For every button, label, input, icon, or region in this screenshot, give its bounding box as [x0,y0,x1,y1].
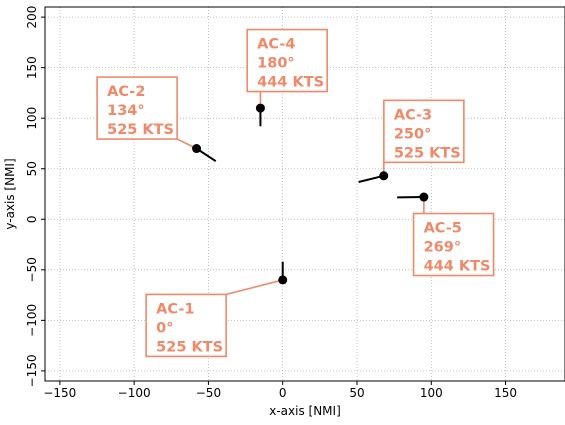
heading-label: 250° [394,126,432,142]
y-tick-label: −50 [25,257,39,282]
speed-label: 444 KTS [424,259,491,275]
aircraft-label: AC-3 250° 525 KTS [384,100,464,162]
x-tick-label: 50 [349,386,364,400]
aircraft-marker [256,104,265,113]
aircraft-id-label: AC-2 [107,84,145,100]
y-tick-label: −100 [25,304,39,337]
x-tick-label: −100 [118,386,151,400]
heading-label: 134° [107,103,145,119]
aircraft-marker [192,144,201,153]
aircraft-id-label: AC-4 [257,37,295,53]
aircraft-marker [419,193,428,202]
heading-label: 269° [424,240,462,256]
y-tick-label: 100 [25,107,39,130]
speed-label: 525 KTS [107,122,174,138]
x-axis-label: x-axis [NMI] [269,404,341,418]
aircraft-label: AC-5 269° 444 KTS [414,214,494,276]
aircraft-id-label: AC-1 [156,301,194,317]
aircraft-id-label: AC-5 [424,221,462,237]
speed-label: 525 KTS [394,145,461,161]
x-tick-label: 0 [279,386,287,400]
y-axis-label: y-axis [NMI] [3,158,17,229]
aircraft-id-label: AC-3 [394,107,432,123]
y-tick-label: 150 [25,56,39,79]
x-tick-label: 150 [494,386,517,400]
aircraft-marker [278,275,287,284]
speed-label: 444 KTS [257,75,324,91]
aircraft-label: AC-4 180° 444 KTS [247,30,327,92]
y-tick-label: 50 [25,161,39,176]
speed-label: 525 KTS [156,339,223,355]
y-tick-label: 200 [25,6,39,29]
x-tick-label: −150 [43,386,76,400]
heading-label: 180° [257,56,295,72]
y-tick-label: −150 [25,354,39,387]
heading-label: 0° [156,320,173,336]
y-tick-label: 0 [25,215,39,223]
aircraft-label: AC-2 134° 525 KTS [97,77,177,139]
aircraft-label: AC-1 0° 525 KTS [146,294,226,356]
label-layer: AC-1 0° 525 KTS AC-2 134° 525 KTS AC-3 250° 525 … [97,30,493,357]
label-connector [226,280,283,294]
aircraft-marker [379,171,388,180]
x-tick-label: −50 [196,386,221,400]
x-tick-label: 100 [420,386,443,400]
